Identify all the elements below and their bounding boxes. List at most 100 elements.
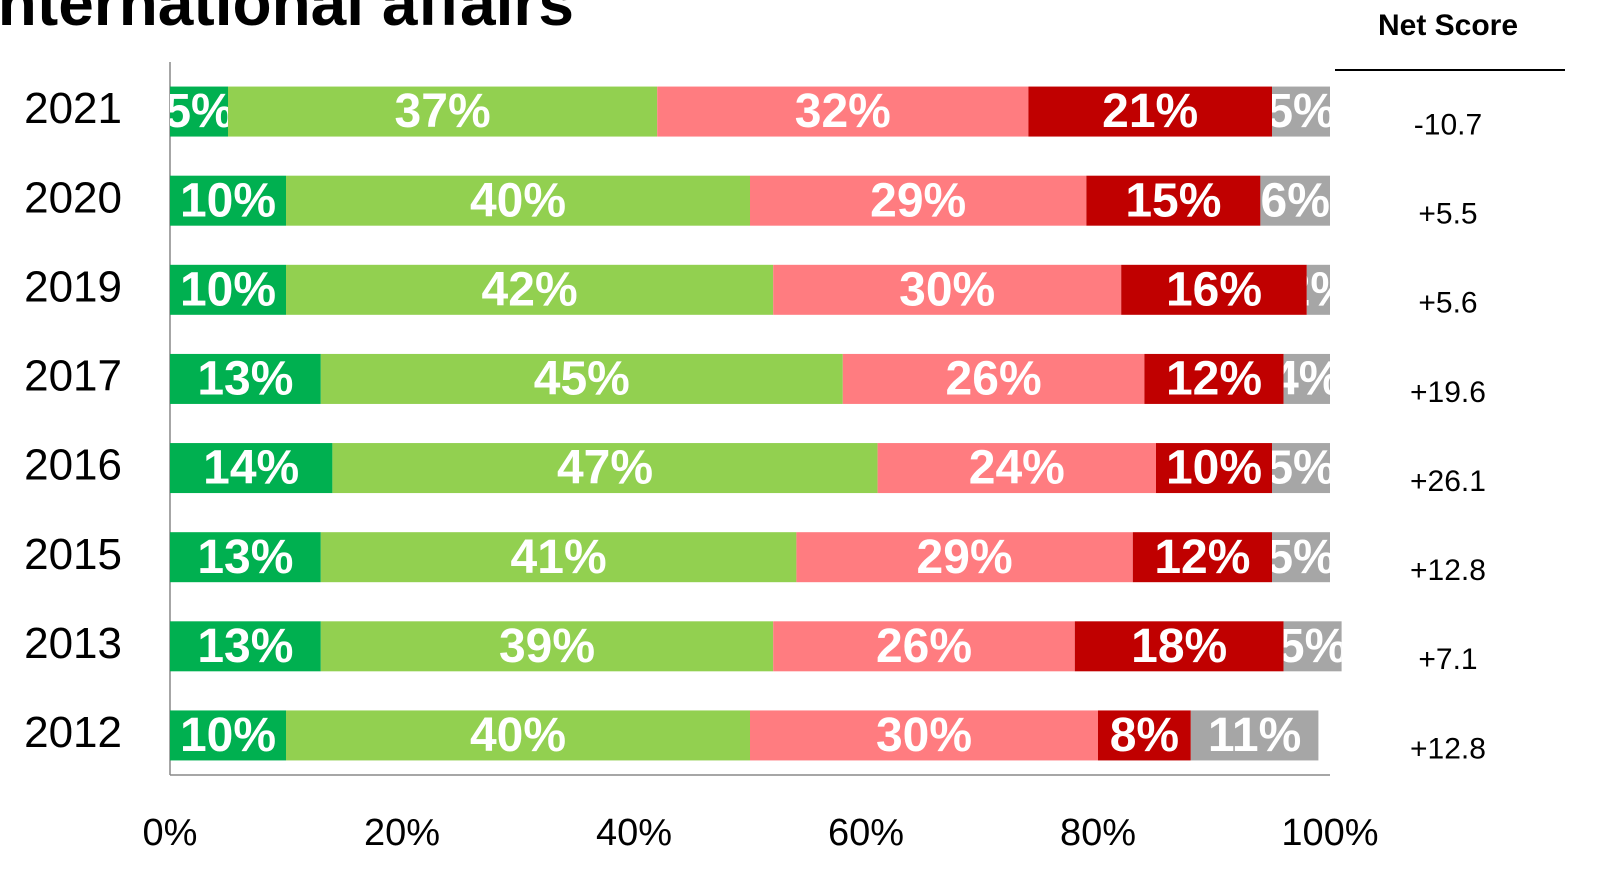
bar-segment — [750, 175, 1087, 226]
bar-segment — [1156, 443, 1272, 494]
chart-title: International affairs — [0, 0, 574, 39]
bar-segment — [170, 532, 321, 583]
data-label: 10% — [180, 709, 276, 762]
bar-segment — [842, 353, 1145, 404]
data-label: 14% — [203, 442, 299, 495]
data-label: 5% — [1266, 531, 1335, 584]
data-label: 40% — [470, 174, 566, 227]
bar-segment — [1086, 175, 1261, 226]
bar-segment — [773, 264, 1122, 315]
bar-segment — [320, 621, 774, 672]
data-label: 37% — [395, 85, 491, 138]
data-label: 5% — [164, 85, 233, 138]
data-label: 29% — [870, 174, 966, 227]
bar-segment — [170, 86, 228, 137]
bar-segment — [1283, 353, 1330, 404]
net-score: +12.8 — [1410, 554, 1486, 587]
bar-segment — [1132, 532, 1272, 583]
bar-segment — [1283, 621, 1342, 672]
bar-segment — [1098, 710, 1191, 761]
bar-segment — [1260, 175, 1330, 226]
y-tick-label: 2015 — [24, 530, 122, 579]
data-label: 18% — [1131, 620, 1227, 673]
data-label: 40% — [470, 709, 566, 762]
data-label: 30% — [899, 263, 995, 316]
data-label: 5% — [1266, 442, 1335, 495]
net-score: +7.1 — [1418, 643, 1477, 676]
data-label: 12% — [1154, 531, 1250, 584]
net-score-header: Net Score — [1378, 9, 1518, 42]
bar-segment — [286, 175, 750, 226]
bar-segment — [286, 264, 774, 315]
x-tick-label: 60% — [828, 812, 904, 854]
y-tick-label: 2019 — [24, 262, 122, 311]
bar-segment — [796, 532, 1133, 583]
x-tick-label: 20% — [364, 812, 440, 854]
x-tick-label: 0% — [143, 812, 198, 854]
bar-segment — [170, 710, 286, 761]
bar-segment — [773, 621, 1075, 672]
net-score: +26.1 — [1410, 465, 1486, 498]
data-label: 6% — [1261, 174, 1330, 227]
data-label: 26% — [876, 620, 972, 673]
data-label: 10% — [180, 174, 276, 227]
bar-segment — [320, 353, 843, 404]
bar-segment — [1272, 86, 1330, 137]
data-label: 39% — [499, 620, 595, 673]
net-score: +12.8 — [1410, 732, 1486, 765]
data-label: 29% — [917, 531, 1013, 584]
data-label: 15% — [1125, 174, 1221, 227]
bar-segment — [170, 443, 333, 494]
data-label: 42% — [482, 263, 578, 316]
data-label: 10% — [1166, 442, 1262, 495]
bar-segment — [877, 443, 1156, 494]
bar-segment — [170, 353, 321, 404]
y-tick-label: 2016 — [24, 441, 122, 490]
bar-segment — [1272, 532, 1330, 583]
data-label: 13% — [197, 531, 293, 584]
y-tick-label: 2013 — [24, 619, 122, 668]
bar-segment — [1272, 443, 1330, 494]
data-label: 8% — [1110, 709, 1179, 762]
y-tick-label: 2021 — [24, 84, 122, 133]
bar-segment — [1144, 353, 1284, 404]
data-label: 45% — [534, 353, 630, 406]
bar-segment — [332, 443, 878, 494]
data-label: 5% — [1278, 620, 1347, 673]
y-tick-label: 2012 — [24, 708, 122, 757]
bar-segment — [1306, 264, 1330, 315]
data-label: 30% — [876, 709, 972, 762]
bar-segment — [286, 710, 750, 761]
data-label: 2% — [1284, 263, 1353, 316]
data-label: 16% — [1166, 263, 1262, 316]
x-tick-label: 80% — [1060, 812, 1136, 854]
data-label: 13% — [197, 353, 293, 406]
bar-segment — [320, 532, 797, 583]
data-label: 24% — [969, 442, 1065, 495]
bar-segment — [170, 264, 286, 315]
data-label: 41% — [511, 531, 607, 584]
data-label: 47% — [557, 442, 653, 495]
bar-segment — [228, 86, 658, 137]
data-label: 4% — [1272, 353, 1341, 406]
net-score: +5.5 — [1418, 198, 1477, 231]
net-score: +19.6 — [1410, 376, 1486, 409]
data-label: 12% — [1166, 353, 1262, 406]
y-tick-label: 2017 — [24, 352, 122, 401]
data-label: 5% — [1266, 85, 1335, 138]
data-label: 11% — [1208, 709, 1301, 762]
bar-segment — [1121, 264, 1307, 315]
bar-segment — [750, 710, 1098, 761]
net-score: -10.7 — [1414, 108, 1482, 141]
data-label: 13% — [197, 620, 293, 673]
data-label: 32% — [795, 85, 891, 138]
bar-segment — [170, 175, 286, 226]
data-label: 21% — [1102, 85, 1198, 138]
x-tick-label: 40% — [596, 812, 672, 854]
bar-segment — [657, 86, 1029, 137]
net-score: +5.6 — [1418, 287, 1477, 320]
y-tick-label: 2020 — [24, 173, 122, 222]
data-label: 10% — [180, 263, 276, 316]
bar-segment — [1074, 621, 1284, 672]
bar-segment — [170, 621, 321, 672]
